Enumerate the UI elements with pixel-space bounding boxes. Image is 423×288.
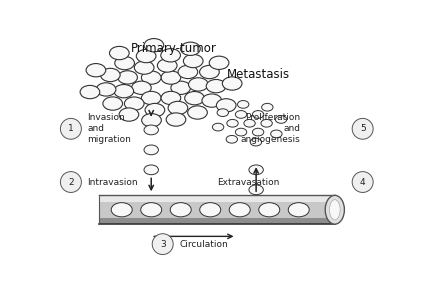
Circle shape bbox=[261, 120, 272, 127]
Circle shape bbox=[206, 79, 226, 93]
Circle shape bbox=[250, 138, 262, 146]
Circle shape bbox=[249, 185, 264, 195]
Circle shape bbox=[135, 61, 154, 74]
Circle shape bbox=[249, 165, 264, 175]
Circle shape bbox=[144, 165, 159, 175]
Circle shape bbox=[185, 92, 204, 105]
Ellipse shape bbox=[152, 234, 173, 255]
Circle shape bbox=[144, 145, 159, 155]
Circle shape bbox=[188, 106, 207, 119]
Circle shape bbox=[222, 77, 242, 90]
Circle shape bbox=[96, 83, 116, 96]
Circle shape bbox=[237, 101, 249, 108]
Text: Invasion
and
migration: Invasion and migration bbox=[87, 113, 131, 144]
Circle shape bbox=[212, 123, 224, 131]
Text: 2: 2 bbox=[68, 177, 74, 187]
Circle shape bbox=[161, 71, 181, 84]
Circle shape bbox=[136, 49, 156, 63]
Circle shape bbox=[101, 68, 120, 82]
Circle shape bbox=[181, 42, 200, 55]
Circle shape bbox=[226, 135, 237, 143]
Text: Intravasion: Intravasion bbox=[87, 177, 138, 187]
Circle shape bbox=[178, 65, 198, 79]
Circle shape bbox=[141, 71, 161, 84]
Circle shape bbox=[275, 115, 287, 123]
Circle shape bbox=[144, 125, 159, 135]
Circle shape bbox=[253, 111, 264, 118]
Bar bbox=[99, 195, 335, 202]
Circle shape bbox=[253, 128, 264, 136]
Text: Metastasis: Metastasis bbox=[227, 68, 290, 81]
Circle shape bbox=[86, 64, 106, 77]
Circle shape bbox=[161, 91, 181, 105]
Circle shape bbox=[259, 203, 280, 217]
Circle shape bbox=[114, 84, 134, 98]
Text: 1: 1 bbox=[68, 124, 74, 133]
Circle shape bbox=[80, 86, 100, 99]
Circle shape bbox=[142, 113, 161, 127]
Text: Proliferation
and
angiogenesis: Proliferation and angiogenesis bbox=[241, 113, 300, 144]
Circle shape bbox=[145, 103, 165, 117]
Circle shape bbox=[124, 97, 144, 110]
Circle shape bbox=[110, 46, 129, 60]
Circle shape bbox=[166, 113, 186, 126]
Circle shape bbox=[103, 97, 123, 110]
Circle shape bbox=[262, 103, 273, 111]
Circle shape bbox=[209, 56, 229, 69]
Circle shape bbox=[288, 203, 309, 217]
Text: Extravasation: Extravasation bbox=[217, 177, 279, 187]
Circle shape bbox=[168, 101, 188, 115]
Circle shape bbox=[170, 203, 191, 217]
Bar bbox=[99, 195, 335, 224]
Circle shape bbox=[217, 99, 236, 112]
Text: Primary-tumor: Primary-tumor bbox=[131, 42, 217, 55]
Ellipse shape bbox=[352, 172, 373, 192]
Circle shape bbox=[229, 203, 250, 217]
Circle shape bbox=[217, 109, 228, 116]
Circle shape bbox=[141, 203, 162, 217]
Bar bbox=[99, 218, 335, 224]
Circle shape bbox=[235, 111, 247, 118]
Circle shape bbox=[119, 108, 139, 121]
Text: 3: 3 bbox=[160, 240, 165, 249]
Text: 4: 4 bbox=[360, 177, 365, 187]
Circle shape bbox=[161, 49, 181, 62]
Text: Circulation: Circulation bbox=[179, 240, 228, 249]
Ellipse shape bbox=[325, 195, 344, 224]
Ellipse shape bbox=[330, 200, 340, 220]
Circle shape bbox=[183, 54, 203, 68]
Circle shape bbox=[157, 59, 177, 72]
Circle shape bbox=[144, 39, 164, 52]
Circle shape bbox=[111, 203, 132, 217]
Circle shape bbox=[132, 81, 151, 94]
Ellipse shape bbox=[352, 118, 373, 139]
Circle shape bbox=[171, 81, 190, 94]
Circle shape bbox=[227, 120, 238, 127]
Circle shape bbox=[189, 78, 208, 91]
Circle shape bbox=[200, 65, 219, 79]
Text: 5: 5 bbox=[360, 124, 365, 133]
Circle shape bbox=[141, 91, 161, 105]
Circle shape bbox=[271, 130, 282, 138]
Circle shape bbox=[202, 94, 222, 107]
Ellipse shape bbox=[60, 118, 81, 139]
Circle shape bbox=[118, 71, 137, 84]
Circle shape bbox=[115, 56, 135, 70]
Circle shape bbox=[244, 120, 255, 127]
Circle shape bbox=[200, 203, 221, 217]
Circle shape bbox=[235, 128, 247, 136]
Ellipse shape bbox=[60, 172, 81, 192]
